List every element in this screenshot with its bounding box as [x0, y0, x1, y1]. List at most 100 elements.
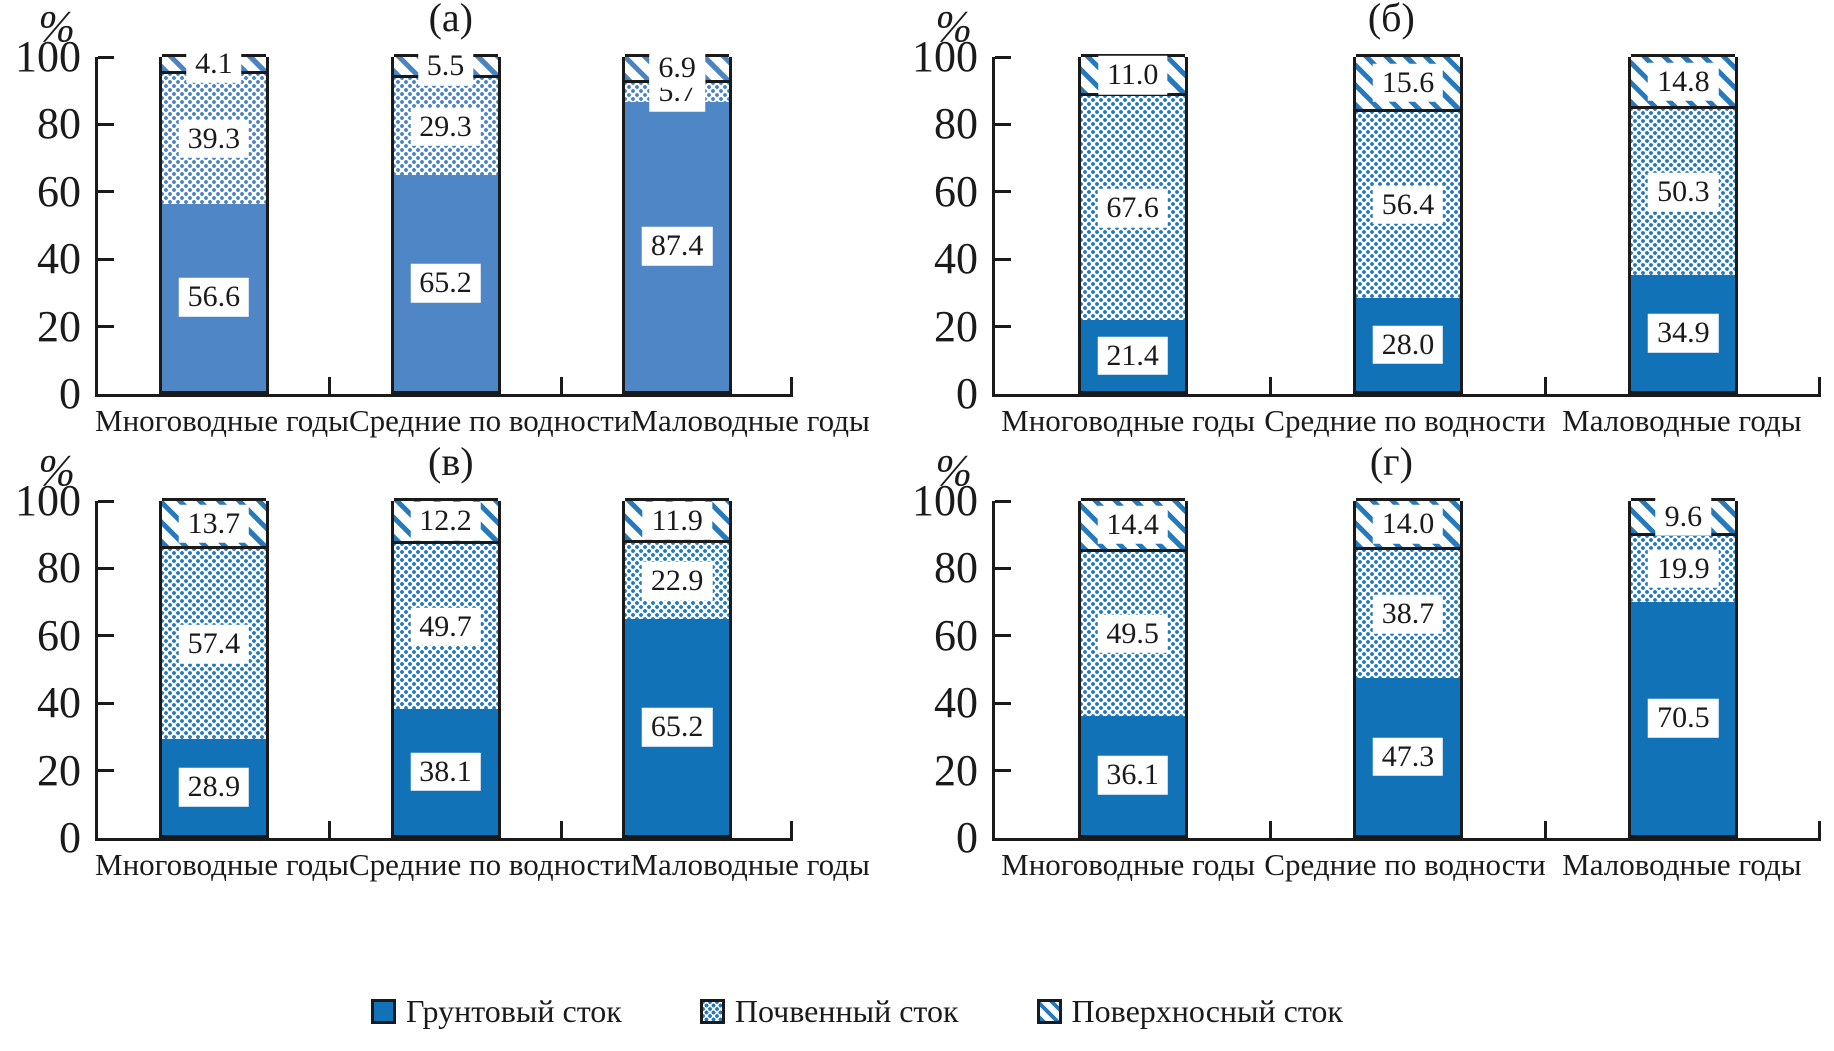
segment-value-label: 14.4 — [1097, 505, 1168, 545]
y-axis-unit-label: % — [38, 2, 75, 51]
category-label: Средние по водности — [1264, 847, 1546, 882]
x-axis-tick — [1818, 821, 1821, 838]
segment-value-label: 70.5 — [1648, 699, 1719, 738]
legend-item: Грунтовый сток — [371, 995, 622, 1027]
bar-segment-dots: 39.3 — [161, 70, 266, 204]
bar-cell: 34.9 50.3 14.8 — [1546, 54, 1821, 394]
y-axis-tick — [995, 769, 1011, 773]
y-axis-tick — [98, 257, 114, 261]
x-axis-tick — [328, 377, 332, 394]
legend-item: Почвенный сток — [699, 993, 959, 1029]
bar-segment-hatch: 11.9 — [625, 498, 730, 541]
segment-value-label: 38.1 — [410, 752, 481, 792]
segment-value-label: 56.4 — [1372, 185, 1444, 225]
bar-segment-hatch: 9.6 — [1631, 497, 1736, 537]
bar-segment-solid: 65.2 — [625, 619, 730, 835]
plot-area: 21.4 67.6 11.0 28.0 56.4 15.6 34.9 50.3 14.8 — [992, 54, 1821, 397]
category-label: Многоводные годы — [95, 847, 349, 882]
y-axis-tick — [98, 769, 114, 773]
bar-cell: 28.9 57.4 13.7 — [98, 498, 330, 838]
segment-value-label: 13.7 — [178, 504, 250, 543]
bar-cell: 65.2 29.3 5.5 — [330, 46, 562, 394]
segment-value-label: 14.0 — [1372, 504, 1444, 544]
category-label: Средние по водности — [348, 847, 631, 882]
plot-area: 36.1 49.5 14.4 47.3 38.7 14.0 70.5 19.9 9.6 — [992, 497, 1821, 841]
y-axis-tick-label: 80 — [934, 543, 978, 593]
y-axis-tick-label: 0 — [956, 813, 978, 862]
x-axis-tick — [790, 821, 793, 838]
category-label: Средние по водности — [1264, 403, 1546, 438]
y-axis-unit-label: % — [935, 446, 972, 495]
y-axis-tick-label: 0 — [956, 369, 978, 418]
bar-cell: 38.1 49.7 12.2 — [330, 498, 562, 838]
bar: 70.5 19.9 9.6 — [1628, 497, 1739, 838]
bar-segment-hatch: 15.6 — [1355, 54, 1460, 109]
category-label: Многоводные годы — [1001, 403, 1256, 438]
segment-value-label: 11.9 — [642, 501, 712, 540]
bar: 65.2 22.9 11.9 — [622, 498, 733, 838]
y-axis-tick — [995, 257, 1011, 261]
panel-title: (б) — [1367, 0, 1415, 40]
chart-panel-g: (г)% 0 20 40 60 80 100 36.1 49.5 14.4 47.3 38.7 14.0… — [828, 442, 1834, 888]
y-axis-unit-label: % — [38, 446, 75, 495]
segment-value-label: 38.7 — [1372, 595, 1444, 634]
segment-value-label: 15.6 — [1372, 63, 1444, 103]
bar-cell: 21.4 67.6 11.0 — [995, 54, 1270, 394]
category-label: Маловодные годы — [1562, 847, 1802, 882]
bar: 65.2 29.3 5.5 — [390, 46, 501, 394]
chart-panel-b: (б)% 0 20 40 60 80 100 21.4 67.6 11.0 28.0 56.4 15.6… — [828, 0, 1834, 444]
bar-segment-solid: 87.4 — [625, 101, 730, 391]
y-axis-tick-label: 80 — [934, 99, 978, 149]
x-axis-tick — [1268, 821, 1272, 838]
bar-segment-dots: 56.4 — [1355, 108, 1460, 299]
bar-segment-solid: 38.1 — [393, 708, 498, 835]
segment-value-label: 50.3 — [1648, 172, 1719, 212]
x-axis-category-row: Многоводные годы Средние по водности Малов… — [95, 847, 870, 882]
bar-segment-dots: 50.3 — [1631, 106, 1736, 276]
bar-segment-hatch: 14.0 — [1355, 498, 1460, 548]
bar: 38.1 49.7 12.2 — [390, 498, 501, 838]
legend-swatch-solid-icon — [371, 998, 397, 1024]
bar-segment-solid: 47.3 — [1355, 678, 1460, 835]
y-axis-tick — [995, 499, 1011, 503]
x-axis-tick — [1818, 377, 1821, 394]
x-axis-tick — [1544, 377, 1548, 394]
panel-title: (г) — [1369, 439, 1413, 484]
y-axis-tick-label: 100 — [15, 32, 81, 81]
y-axis-tick — [995, 701, 1011, 705]
x-axis-tick — [1268, 377, 1272, 394]
legend-label: Почвенный сток — [734, 993, 959, 1029]
bar: 56.6 39.3 4.1 — [158, 44, 269, 394]
legend-label: Грунтовый сток — [406, 993, 622, 1029]
y-axis-tick-label: 20 — [934, 301, 978, 351]
bar-segment-solid: 34.9 — [1631, 275, 1736, 391]
segment-value-label: 65.2 — [641, 707, 713, 747]
bar-segment-hatch: 4.1 — [161, 44, 266, 84]
segment-value-label: 28.9 — [178, 767, 250, 807]
segment-value-label: 34.9 — [1648, 313, 1719, 353]
y-axis-tick-label: 40 — [37, 678, 81, 728]
x-axis-category-row: Многоводные годы Средние по водности Малов… — [992, 403, 1818, 438]
legend: Грунтовый сток Почвенный сток Поверхносный… — [0, 995, 1774, 1027]
category-label: Многоводные годы — [1001, 847, 1256, 882]
chart-panel-v: (в)% 0 20 40 60 80 100 28.9 57.4 13.7 38.1 49.7 12.2… — [0, 442, 870, 888]
segment-value-label: 28.0 — [1372, 325, 1444, 364]
y-axis-tick — [995, 634, 1011, 638]
y-axis-tick-label: 20 — [37, 745, 81, 795]
bar: 47.3 38.7 14.0 — [1352, 498, 1463, 838]
segment-value-label: 36.1 — [1097, 756, 1168, 795]
y-axis-tick — [98, 634, 114, 638]
bar: 28.0 56.4 15.6 — [1352, 54, 1463, 394]
y-axis-tick-label: 40 — [934, 234, 978, 284]
bar-segment-solid: 36.1 — [1080, 715, 1185, 835]
bar-cell: 36.1 49.5 14.4 — [995, 498, 1270, 838]
x-axis-tick — [1544, 821, 1548, 838]
y-axis: % 0 20 40 60 80 100 — [828, 5, 992, 416]
category-label: Средние по водности — [348, 403, 631, 438]
category-label: Многоводные годы — [95, 403, 349, 438]
bar-segment-dots: 29.3 — [393, 75, 498, 176]
plot-area: 28.9 57.4 13.7 38.1 49.7 12.2 65.2 22.9 11.9 — [95, 498, 793, 841]
segment-value-label: 4.1 — [186, 44, 242, 84]
category-label: Маловодные годы — [630, 847, 870, 882]
segment-value-label: 47.3 — [1372, 737, 1444, 776]
